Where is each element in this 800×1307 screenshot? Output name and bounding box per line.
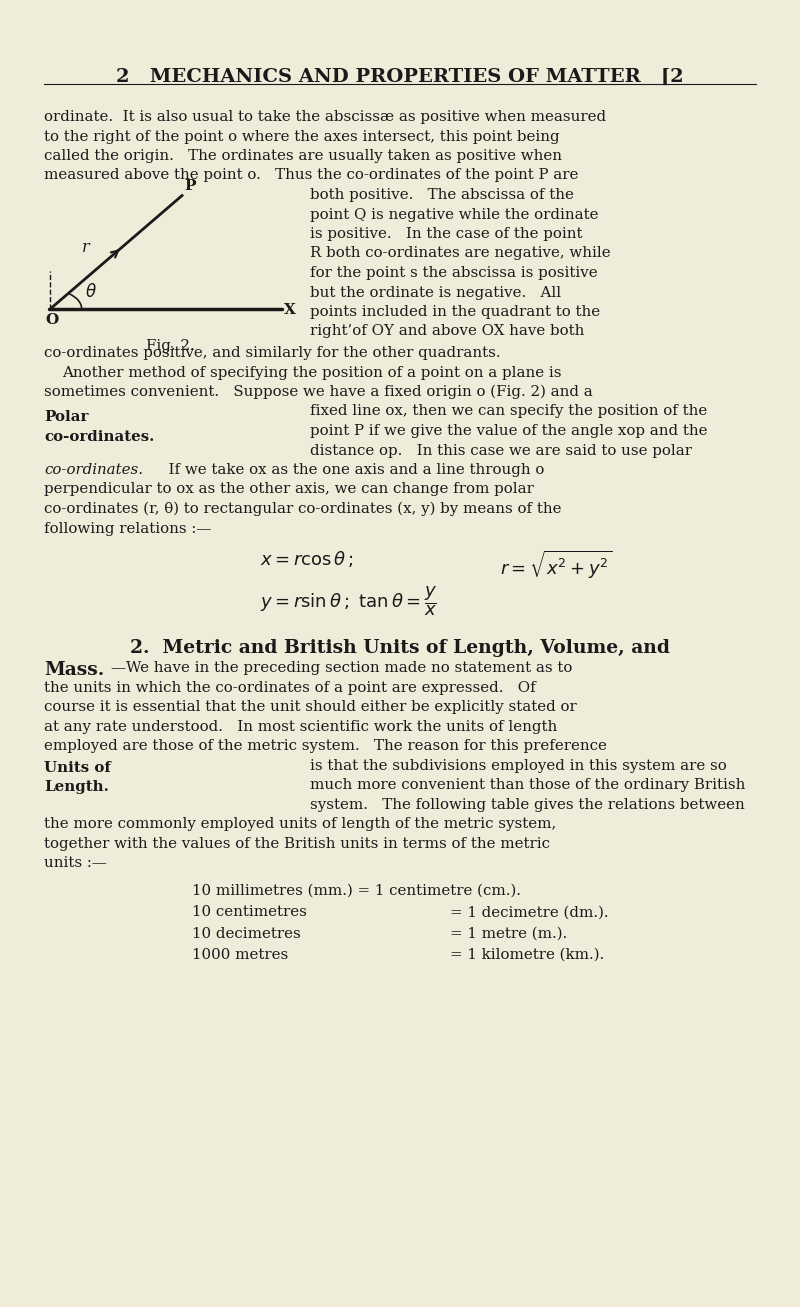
Text: Fig. 2.: Fig. 2.: [146, 339, 194, 353]
Text: = 1 decimetre (dm.).: = 1 decimetre (dm.).: [450, 906, 609, 919]
Text: employed are those of the metric system.   The reason for this preference: employed are those of the metric system.…: [44, 740, 607, 753]
Text: Polar: Polar: [44, 410, 88, 425]
Text: co-ordinates (r, θ) to rectangular co-ordinates (x, y) by means of the: co-ordinates (r, θ) to rectangular co-or…: [44, 502, 562, 516]
Text: X: X: [284, 303, 295, 316]
Text: measured above the point o.   Thus the co-ordinates of the point P are: measured above the point o. Thus the co-…: [44, 169, 578, 183]
Text: points included in the quadrant to the: points included in the quadrant to the: [310, 305, 600, 319]
Text: $\theta$: $\theta$: [85, 282, 96, 301]
Text: the more commonly employed units of length of the metric system,: the more commonly employed units of leng…: [44, 817, 556, 831]
Text: 10 decimetres: 10 decimetres: [192, 927, 301, 941]
Text: following relations :—: following relations :—: [44, 521, 211, 536]
Text: r: r: [82, 239, 90, 256]
Text: distance op.   In this case we are said to use polar: distance op. In this case we are said to…: [310, 443, 692, 457]
Text: system.   The following table gives the relations between: system. The following table gives the re…: [310, 797, 745, 812]
Text: co-ordinates.: co-ordinates.: [44, 463, 143, 477]
Text: $y = r \sin \theta\,;\ \tan \theta = \dfrac{y}{x}$: $y = r \sin \theta\,;\ \tan \theta = \df…: [260, 584, 437, 618]
Text: point P if we give the value of the angle xop and the: point P if we give the value of the angl…: [310, 423, 707, 438]
Text: —We have in the preceding section made no statement as to: —We have in the preceding section made n…: [111, 661, 572, 676]
Text: Mass.: Mass.: [44, 661, 104, 680]
Text: both positive.   The abscissa of the: both positive. The abscissa of the: [310, 188, 574, 203]
Text: is that the subdivisions employed in this system are so: is that the subdivisions employed in thi…: [310, 759, 726, 772]
Text: 10 centimetres: 10 centimetres: [192, 906, 307, 919]
Text: for the point s the abscissa is positive: for the point s the abscissa is positive: [310, 267, 598, 280]
Text: 1000 metres: 1000 metres: [192, 948, 288, 962]
Text: If we take ox as the one axis and a line through o: If we take ox as the one axis and a line…: [159, 463, 544, 477]
Text: together with the values of the British units in terms of the metric: together with the values of the British …: [44, 836, 550, 851]
Text: $r = \sqrt{x^2 + y^2}$: $r = \sqrt{x^2 + y^2}$: [500, 549, 613, 582]
Text: O: O: [46, 314, 58, 328]
Text: = 1 metre (m.).: = 1 metre (m.).: [450, 927, 567, 941]
Text: to the right of the point o where the axes intersect, this point being: to the right of the point o where the ax…: [44, 129, 560, 144]
Text: units :—: units :—: [44, 856, 107, 870]
Text: 2   MECHANICS AND PROPERTIES OF MATTER   [2: 2 MECHANICS AND PROPERTIES OF MATTER [2: [116, 68, 684, 86]
Text: ordinate.  It is also usual to take the abscissæ as positive when measured: ordinate. It is also usual to take the a…: [44, 110, 606, 124]
Text: the units in which the co-ordinates of a point are expressed.   Of: the units in which the co-ordinates of a…: [44, 681, 536, 695]
Text: perpendicular to ox as the other axis, we can change from polar: perpendicular to ox as the other axis, w…: [44, 482, 534, 497]
Text: co-ordinates positive, and similarly for the other quadrants.: co-ordinates positive, and similarly for…: [44, 346, 501, 359]
Text: Units of: Units of: [44, 761, 111, 775]
Text: point Q is negative while the ordinate: point Q is negative while the ordinate: [310, 208, 598, 221]
Text: 2.  Metric and British Units of Length, Volume, and: 2. Metric and British Units of Length, V…: [130, 639, 670, 657]
Text: R both co-ordinates are negative, while: R both co-ordinates are negative, while: [310, 247, 610, 260]
Text: Length.: Length.: [44, 780, 109, 795]
Text: but the ordinate is negative.   All: but the ordinate is negative. All: [310, 285, 561, 299]
Text: = 1 kilometre (km.).: = 1 kilometre (km.).: [450, 948, 604, 962]
Text: P: P: [185, 179, 196, 193]
Text: Another method of specifying the position of a point on a plane is: Another method of specifying the positio…: [62, 366, 562, 379]
Text: called the origin.   The ordinates are usually taken as positive when: called the origin. The ordinates are usu…: [44, 149, 562, 163]
Text: at any rate understood.   In most scientific work the units of length: at any rate understood. In most scientif…: [44, 720, 558, 733]
Text: course it is essential that the unit should either be explicitly stated or: course it is essential that the unit sho…: [44, 701, 577, 714]
Text: 10 millimetres (mm.) = 1 centimetre (cm.).: 10 millimetres (mm.) = 1 centimetre (cm.…: [192, 884, 521, 898]
Text: right’of OY and above OX have both: right’of OY and above OX have both: [310, 324, 584, 339]
Text: $x = r \cos \theta\,;$: $x = r \cos \theta\,;$: [260, 549, 354, 569]
Text: is positive.   In the case of the point: is positive. In the case of the point: [310, 227, 582, 240]
Text: sometimes convenient.   Suppose we have a fixed origin o (Fig. 2) and a: sometimes convenient. Suppose we have a …: [44, 386, 593, 400]
Text: co-ordinates.: co-ordinates.: [44, 430, 154, 444]
Text: fixed line ox, then we can specify the position of the: fixed line ox, then we can specify the p…: [310, 404, 707, 418]
Text: much more convenient than those of the ordinary British: much more convenient than those of the o…: [310, 778, 746, 792]
